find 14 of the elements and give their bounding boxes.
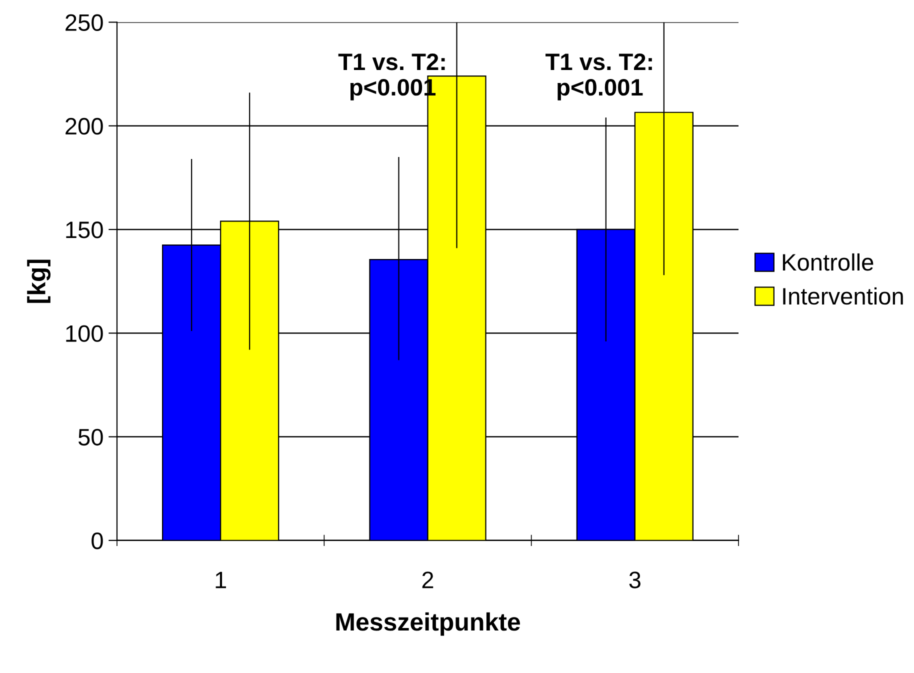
x-tick-label: 1 bbox=[216, 572, 226, 588]
y-axis-title: [kg] bbox=[27, 260, 51, 303]
y-tick-label: 100 bbox=[66, 325, 103, 342]
y-tick-label: 250 bbox=[66, 14, 103, 31]
legend-label: Intervention bbox=[783, 287, 903, 305]
legend-label: Kontrolle bbox=[782, 253, 874, 271]
y-tick-label: 200 bbox=[66, 118, 103, 135]
x-axis-title: Messzeitpunkte bbox=[336, 612, 520, 636]
x-tick-label: 2 bbox=[422, 572, 434, 588]
y-tick-label: 50 bbox=[78, 428, 103, 446]
y-tick-label: 150 bbox=[66, 222, 103, 238]
y-tick-label: 0 bbox=[92, 532, 103, 550]
annotation: T1 vs. T2: p<0.001 bbox=[546, 54, 652, 100]
x-tick-label: 3 bbox=[629, 572, 640, 588]
